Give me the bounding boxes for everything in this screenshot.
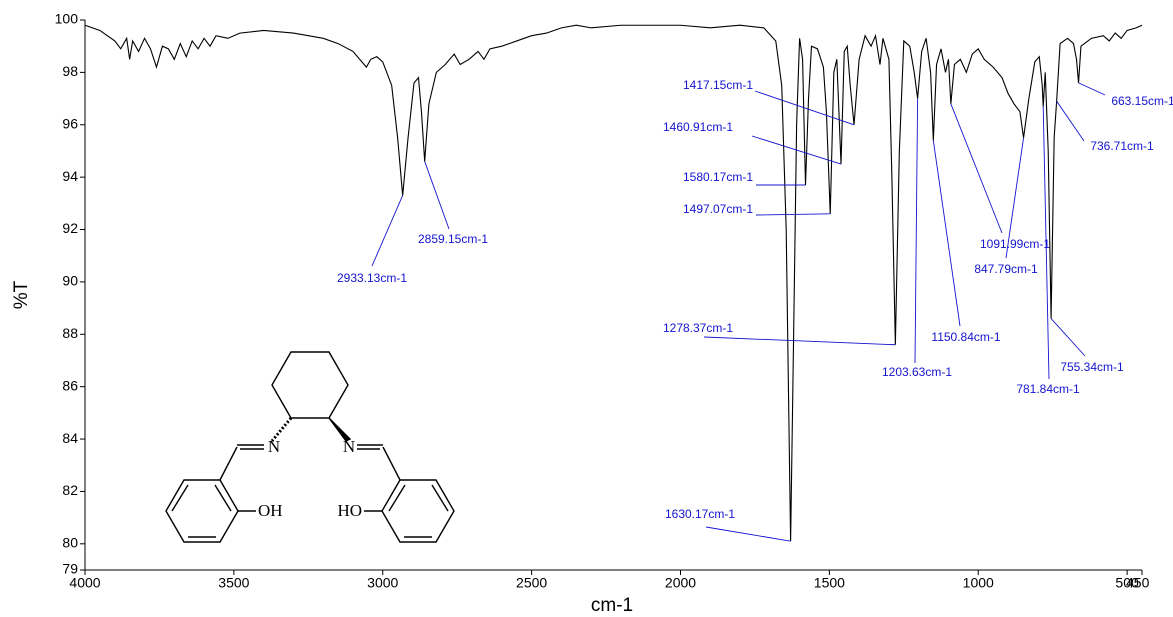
y-tick-label: 82: [62, 482, 78, 498]
annotation-leader: [932, 140, 961, 327]
benzene: [165, 479, 239, 543]
atom-label: N: [343, 437, 355, 456]
annotation-leader: [755, 213, 831, 216]
annotation-leader: [705, 526, 791, 542]
annotation-leader: [424, 161, 450, 230]
x-tick-label: 2000: [665, 575, 696, 591]
annotation-leader: [914, 98, 919, 364]
annotation: 1460.91cm-1: [663, 120, 733, 134]
bond: [219, 446, 238, 481]
bond: [214, 484, 232, 512]
x-axis-label: cm-1: [591, 595, 633, 616]
x-tick-label: 1500: [814, 575, 845, 591]
annotation-leader: [751, 135, 842, 165]
benzene: [381, 479, 455, 543]
y-tick-label: 79: [62, 561, 78, 577]
annotation: 1580.17cm-1: [683, 170, 753, 184]
bond: [431, 484, 449, 512]
annotation: 1497.07cm-1: [683, 202, 753, 216]
bond: [171, 484, 189, 512]
annotation: 847.79cm-1: [974, 262, 1038, 276]
annotation: 2859.15cm-1: [418, 232, 488, 246]
annotation: 663.15cm-1: [1111, 94, 1173, 108]
y-tick-label: 86: [62, 377, 78, 393]
annotation: 1150.84cm-1: [931, 330, 1000, 344]
y-tick-label: 92: [62, 220, 78, 236]
annotation-leader: [1050, 318, 1086, 357]
spectrum-line: [84, 24, 1143, 542]
molecule: [165, 351, 455, 543]
wedge-bond: [328, 417, 352, 442]
cyclohexane: [271, 351, 349, 419]
annotation-leader: [754, 90, 855, 126]
x-tick-label: 3000: [367, 575, 398, 591]
annotation: 755.34cm-1: [1060, 360, 1124, 374]
y-tick-label: 96: [62, 115, 78, 131]
annotation: 2933.13cm-1: [337, 271, 407, 285]
annotation-leader: [1042, 106, 1050, 380]
hash-bond: [270, 417, 293, 442]
annotation-leader: [950, 103, 1003, 234]
bond: [388, 484, 406, 512]
atom-label: N: [268, 437, 280, 456]
annotation: 1278.37cm-1: [663, 321, 733, 335]
annotation: 1630.17cm-1: [665, 507, 735, 521]
x-tick-label: 4000: [69, 575, 100, 591]
annotation-leader: [703, 336, 896, 346]
atom-label: OH: [258, 501, 283, 520]
y-tick-label: 100: [55, 11, 79, 27]
bond: [382, 446, 401, 481]
annotation: 736.71cm-1: [1090, 139, 1154, 153]
y-tick-label: 80: [62, 535, 78, 551]
annotation-leader: [1056, 100, 1085, 142]
annotation-leader: [1005, 137, 1025, 259]
atom-label: HO: [337, 501, 362, 520]
annotation: 1203.63cm-1: [882, 365, 952, 379]
x-tick-label: 450: [1126, 575, 1150, 591]
annotation: 1091.99cm-1: [980, 237, 1050, 251]
annotation: 781.84cm-1: [1016, 382, 1080, 396]
y-axis-label: %T: [11, 280, 32, 309]
y-tick-label: 90: [62, 273, 78, 289]
annotation-leader: [1078, 82, 1106, 96]
y-tick-label: 84: [62, 430, 78, 446]
y-tick-label: 94: [62, 168, 78, 184]
y-tick-label: 98: [62, 63, 78, 79]
x-tick-label: 2500: [516, 575, 547, 591]
x-tick-label: 500: [1115, 575, 1139, 591]
annotation-leader: [371, 195, 404, 267]
x-tick-label: 1000: [963, 575, 994, 591]
annotation: 1417.15cm-1: [683, 78, 753, 92]
x-tick-label: 3500: [218, 575, 249, 591]
y-tick-label: 88: [62, 325, 78, 341]
